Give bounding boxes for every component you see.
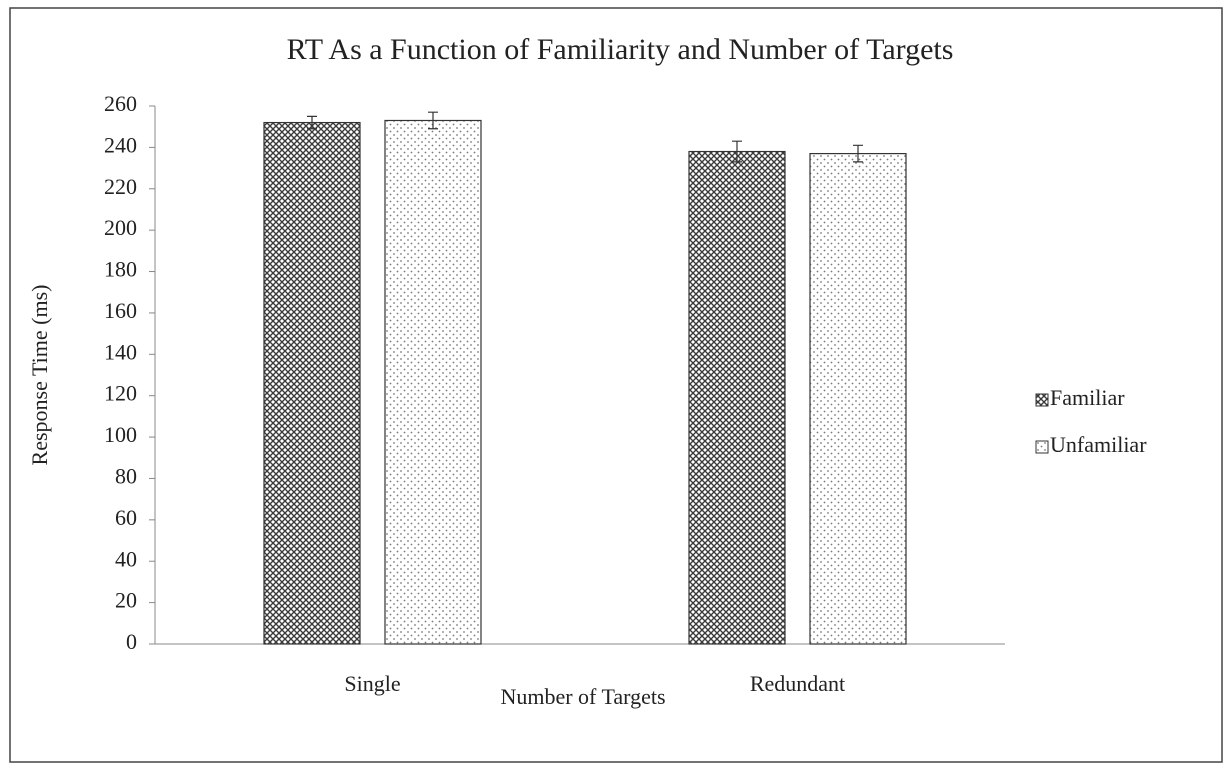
y-tick-label: 260: [104, 91, 137, 116]
y-tick-label: 240: [104, 132, 137, 157]
legend-swatch: [1035, 393, 1049, 407]
y-tick-label: 140: [104, 339, 137, 364]
chart-title: RT As a Function of Familiarity and Numb…: [287, 33, 954, 66]
error-bar: [853, 144, 863, 163]
y-tick-label: 180: [104, 257, 137, 282]
y-tick-label: 40: [115, 546, 137, 571]
x-tick-label: Redundant: [750, 671, 845, 696]
legend-swatch: [1035, 440, 1049, 454]
y-tick-label: 220: [104, 174, 137, 199]
bar: [809, 152, 907, 645]
error-bar: [732, 140, 742, 163]
y-tick-label: 100: [104, 422, 137, 447]
legend-label: Unfamiliar: [1050, 432, 1147, 457]
x-axis-label: Number of Targets: [500, 684, 665, 709]
legend-label: Familiar: [1050, 385, 1125, 410]
y-tick-label: 160: [104, 298, 137, 323]
y-tick-label: 200: [104, 215, 137, 240]
y-tick-label: 60: [115, 505, 137, 530]
error-bar: [307, 115, 317, 130]
y-tick-label: 120: [104, 381, 137, 406]
x-tick-label: Single: [344, 671, 400, 696]
y-tick-label: 20: [115, 588, 137, 613]
y-axis-label: Response Time (ms): [27, 285, 52, 466]
bar: [688, 150, 786, 645]
bar: [384, 119, 482, 645]
y-tick-label: 0: [126, 629, 137, 654]
bar: [263, 121, 361, 645]
error-bar: [428, 111, 438, 130]
chart-frame: [9, 7, 1223, 763]
y-tick-label: 80: [115, 464, 137, 489]
